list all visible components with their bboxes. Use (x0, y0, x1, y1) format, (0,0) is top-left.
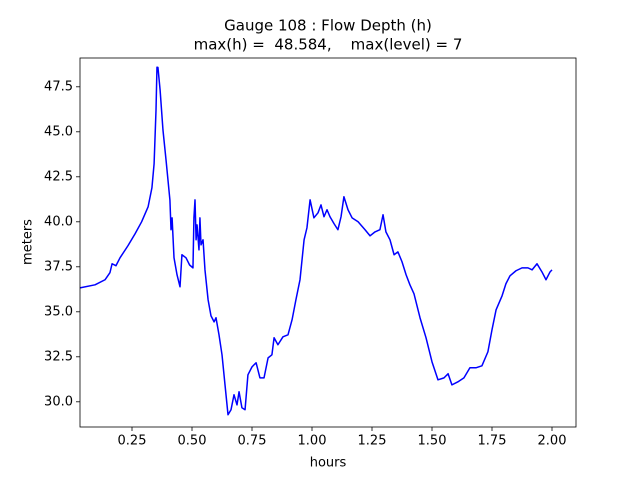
data-line (79, 66, 553, 416)
x-tick-label: 1.00 (298, 434, 327, 449)
x-tick-label: 0.25 (118, 434, 147, 449)
chart-title: Gauge 108 : Flow Depth (h) (224, 17, 432, 35)
x-tick-label: 0.75 (238, 434, 267, 449)
y-tick-label: 40.0 (44, 214, 73, 229)
plot-frame (79, 57, 577, 428)
x-tick-label: 2.00 (538, 434, 567, 449)
x-tick-label: 1.25 (358, 434, 387, 449)
y-tick-label: 47.5 (44, 79, 73, 94)
chart-subtitle: max(h) = 48.584, max(level) = 7 (194, 36, 463, 54)
y-tick-label: 42.5 (44, 169, 73, 184)
y-tick-label: 32.5 (44, 349, 73, 364)
y-axis-label: meters (21, 219, 36, 265)
x-axis-label: hours (310, 456, 347, 471)
x-tick-label: 1.75 (478, 434, 507, 449)
y-tick-label: 30.0 (44, 394, 73, 409)
y-tick-label: 35.0 (44, 304, 73, 319)
y-tick-label: 37.5 (44, 259, 73, 274)
x-tick-label: 0.50 (178, 434, 207, 449)
x-tick-label: 1.50 (418, 434, 447, 449)
y-tick-label: 45.0 (44, 124, 73, 139)
